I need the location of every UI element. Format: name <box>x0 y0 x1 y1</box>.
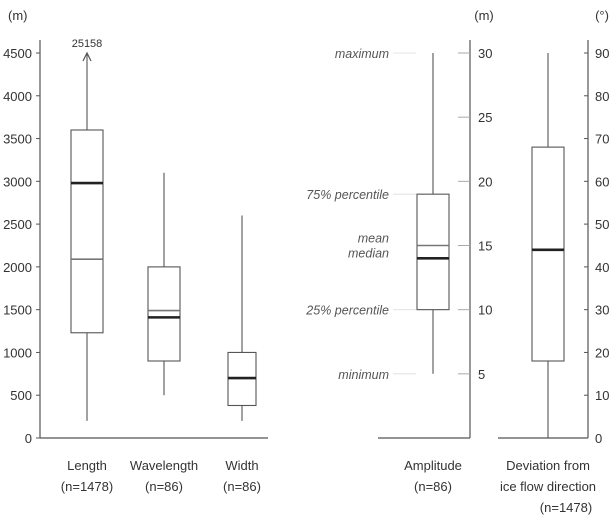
key-25-percentile: 25% percentile <box>305 304 389 318</box>
series-wavelength-iqr-box <box>147 266 181 362</box>
outlier-arrow-icon <box>82 51 92 62</box>
deviation-y-tick-label: 0 <box>595 431 602 446</box>
category-sample-size: (n=1478) <box>540 500 592 515</box>
deviation-y-tick-label: 50 <box>595 217 609 232</box>
category-sample-size: (n=1478) <box>61 479 113 494</box>
key-75-percentile: 75% percentile <box>306 188 389 202</box>
series-deviation-boxplot <box>531 53 565 438</box>
left-y-unit: (m) <box>8 8 28 23</box>
left-y-tick-label: 3500 <box>3 132 32 147</box>
series-wavelength-boxplot <box>147 172 181 396</box>
amplitude-y-tick-label: 30 <box>478 46 492 61</box>
category-label-line2: ice flow direction <box>500 479 596 494</box>
category-sample-size: (n=86) <box>223 479 261 494</box>
left-y-tick-label: 4000 <box>3 89 32 104</box>
left-y-tick-label: 500 <box>10 388 32 403</box>
left-y-tick-label: 1000 <box>3 345 32 360</box>
category-label: Amplitude <box>404 458 462 473</box>
left-y-tick-label: 2000 <box>3 260 32 275</box>
amplitude-y-tick-label: 15 <box>478 239 492 254</box>
category-label: Wavelength <box>130 458 198 473</box>
deviation-y-tick-label: 20 <box>595 345 609 360</box>
deviation-y-unit: (°) <box>595 8 609 23</box>
deviation-y-tick-label: 30 <box>595 303 609 318</box>
deviation-y-tick-label: 90 <box>595 46 609 61</box>
left-y-tick-label: 4500 <box>3 46 32 61</box>
deviation-y-tick-label: 10 <box>595 388 609 403</box>
amplitude-y-tick-label: 5 <box>478 367 485 382</box>
series-amplitude-boxplot <box>416 53 450 374</box>
outlier-label: 25158 <box>72 38 103 50</box>
amplitude-y-tick-label: 25 <box>478 110 492 125</box>
key-maximum: maximum <box>335 47 389 61</box>
key-mean: mean <box>358 232 389 246</box>
series-length-iqr-box <box>70 129 104 334</box>
series-deviation-iqr-box <box>531 146 565 362</box>
category-label: Deviation from <box>506 458 590 473</box>
left-y-tick-label: 2500 <box>3 217 32 232</box>
deviation-y-tick-label: 40 <box>595 260 609 275</box>
amplitude-y-tick-label: 20 <box>478 174 492 189</box>
deviation-y-tick-label: 80 <box>595 89 609 104</box>
category-sample-size: (n=86) <box>414 479 452 494</box>
amplitude-y-tick-label: 10 <box>478 303 492 318</box>
key-minimum: minimum <box>338 368 389 382</box>
left-y-tick-label: 1500 <box>3 303 32 318</box>
deviation-y-tick-label: 60 <box>595 174 609 189</box>
category-sample-size: (n=86) <box>145 479 183 494</box>
series-width-boxplot <box>227 215 257 421</box>
category-label: Width <box>225 458 258 473</box>
series-length-boxplot <box>70 53 104 421</box>
deviation-y-tick-label: 70 <box>595 132 609 147</box>
series-amplitude-iqr-box <box>416 193 450 311</box>
amplitude-y-unit: (m) <box>474 8 494 23</box>
key-median: median <box>348 246 389 260</box>
category-label: Length <box>67 458 107 473</box>
left-y-tick-label: 3000 <box>3 174 32 189</box>
left-y-tick-label: 0 <box>25 431 32 446</box>
